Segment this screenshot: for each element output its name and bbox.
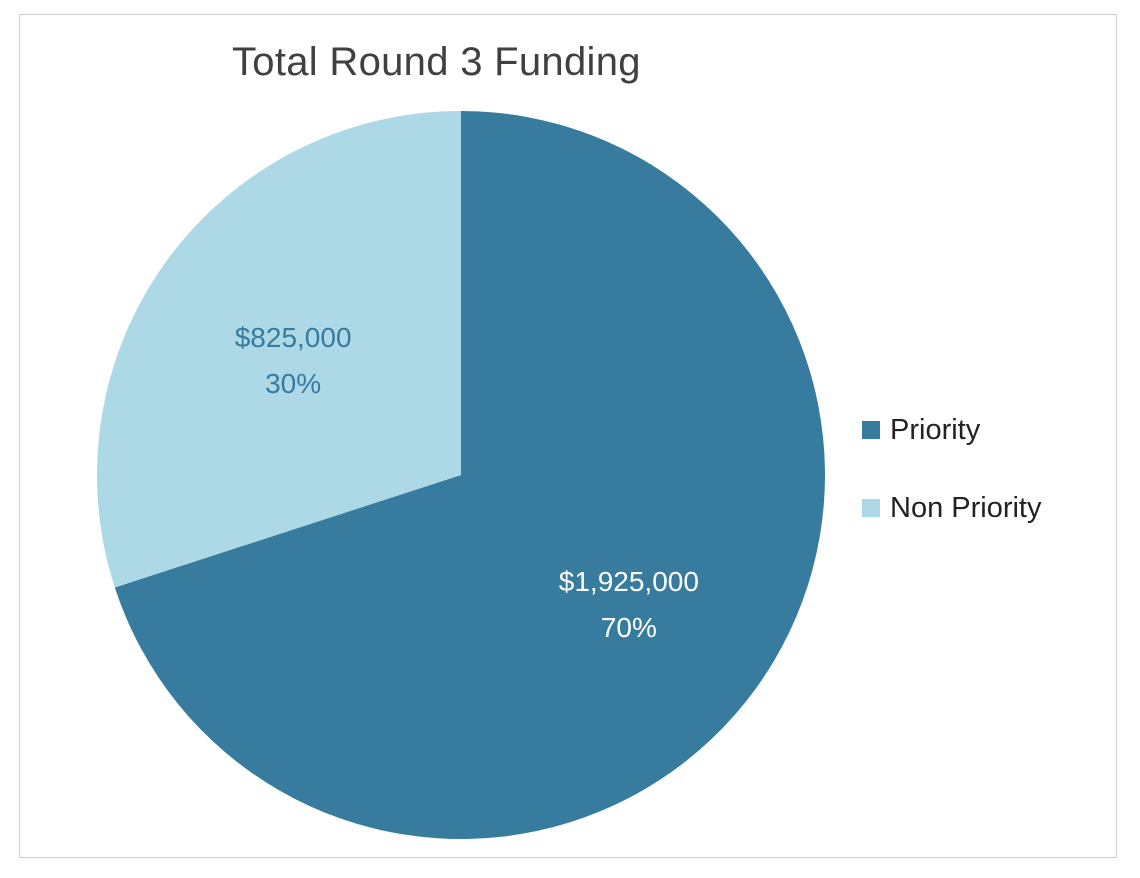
data-label-value-priority: $1,925,000 — [559, 566, 699, 597]
legend-label-non-priority: Non Priority — [890, 491, 1042, 524]
data-label-value-non-priority: $825,000 — [235, 322, 352, 353]
pie-slice-non-priority[interactable] — [96, 111, 462, 588]
pie-slice-priority[interactable] — [114, 111, 826, 839]
data-label-percent-non-priority: 30% — [265, 368, 321, 399]
legend-item-priority[interactable]: Priority — [862, 410, 1042, 450]
chart-title: Total Round 3 Funding — [232, 40, 641, 84]
legend-label-priority: Priority — [890, 413, 981, 446]
pie-slices — [96, 111, 826, 839]
legend-swatch-priority — [862, 421, 880, 439]
chart-legend: Priority Non Priority — [862, 410, 1042, 528]
legend-item-non-priority[interactable]: Non Priority — [862, 488, 1042, 528]
legend-swatch-non-priority — [862, 499, 880, 517]
pie-labels: $1,925,000 70% $825,000 30% — [235, 322, 699, 643]
data-label-percent-priority: 70% — [601, 612, 657, 643]
